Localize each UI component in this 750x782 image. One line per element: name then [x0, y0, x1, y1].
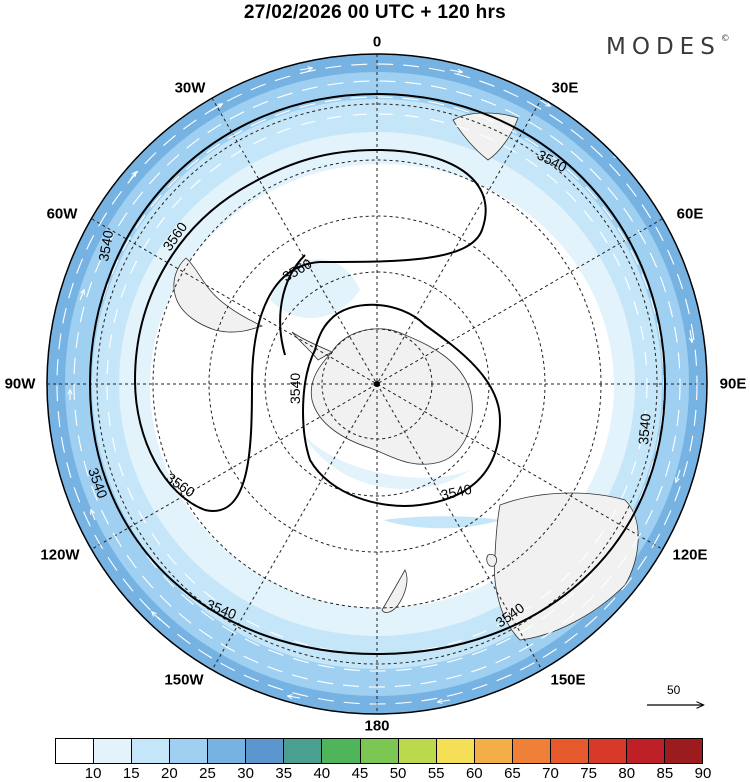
colorbar-label: 25 [199, 765, 216, 782]
lon-label-60e: 60E [676, 205, 704, 223]
lon-label-90e: 90E [719, 375, 747, 393]
map-title: 27/02/2026 00 UTC + 120 hrs [243, 2, 507, 23]
colorbar-label: 60 [465, 765, 483, 782]
colorbar-cell [474, 739, 513, 763]
brand-name: MODES [606, 34, 721, 60]
colorbar-label: 30 [237, 765, 254, 782]
colorbar-label: 40 [313, 765, 331, 782]
colorbar-cell [284, 739, 323, 763]
lon-label-30e: 30E [551, 79, 579, 97]
height-contours [88, 92, 667, 656]
lon-label-60w: 60W [46, 205, 78, 223]
contour-3560-outer [133, 148, 487, 512]
colorbar-cell [436, 739, 475, 763]
contour-label-3540-e: 3540 [635, 413, 654, 446]
copyright-mark: © [720, 34, 730, 44]
map-outline [46, 53, 708, 715]
colorbar-label: 35 [275, 765, 293, 782]
colorbar-cell [360, 739, 399, 763]
contour-3560-inner [279, 254, 306, 356]
lon-label-180: 180 [364, 717, 390, 735]
south-america [173, 257, 264, 333]
colorbar-label: 70 [542, 765, 559, 782]
colorbar-cell [94, 739, 133, 763]
colorbar-label: 10 [84, 765, 102, 782]
polar-map: 3540 3540 3540 3540 3540 3540 3540 3540 … [46, 53, 708, 715]
colorbar-cell [398, 739, 437, 763]
lon-label-120e: 120E [672, 546, 708, 564]
contour-label-3540-inner-w: 3540 [287, 373, 303, 404]
lon-label-0: 0 [372, 33, 382, 51]
colorbar-labels: 10 15 20 25 30 35 40 45 50 55 60 65 70 75 80 85 90 [55, 764, 712, 782]
colorbar-cell [56, 739, 95, 763]
colorbar-cell [626, 739, 665, 763]
lon-label-30w: 30W [174, 79, 206, 97]
australia [494, 492, 639, 641]
new-zealand [381, 569, 408, 613]
colorbar-cell [322, 739, 361, 763]
colorbar-label: 65 [504, 765, 521, 782]
colorbar-label: 45 [351, 765, 369, 782]
colorbar-cell [512, 739, 551, 763]
colorbar-label: 90 [694, 765, 712, 782]
colorbar-label: 80 [618, 765, 636, 782]
colorbar-label: 55 [427, 765, 445, 782]
landmasses [173, 112, 639, 641]
lon-label-150w: 150W [164, 671, 204, 689]
contour-3540-inner [302, 303, 502, 507]
contour-label-3540-inner-s: 3540 [439, 481, 473, 503]
south-pole-marker [374, 381, 380, 387]
colorbar-cell [550, 739, 589, 763]
lon-label-90w: 90W [4, 375, 36, 393]
colorbar-label: 20 [161, 765, 178, 782]
contour-3540-outer [88, 92, 667, 656]
colorbar-label: 85 [656, 765, 674, 782]
tasmania [486, 553, 497, 567]
colorbar-cell [170, 739, 209, 763]
reference-vector-label: 50 [667, 683, 681, 697]
colorbar-cell [132, 739, 171, 763]
lon-label-150e: 150E [550, 671, 586, 689]
brand-logo: MODES© [606, 34, 730, 60]
colorbar-cell [588, 739, 627, 763]
colorbar-cell [208, 739, 247, 763]
colorbar-label: 75 [580, 765, 597, 782]
colorbar-cell [246, 739, 285, 763]
antarctica [310, 328, 473, 465]
lon-label-120w: 120W [40, 546, 80, 564]
contour-label-3540-w: 3540 [95, 229, 116, 263]
colorbar-label: 50 [389, 765, 407, 782]
colorbar-cell [665, 739, 703, 763]
colorbar [55, 738, 703, 764]
colorbar-label: 15 [122, 765, 140, 782]
